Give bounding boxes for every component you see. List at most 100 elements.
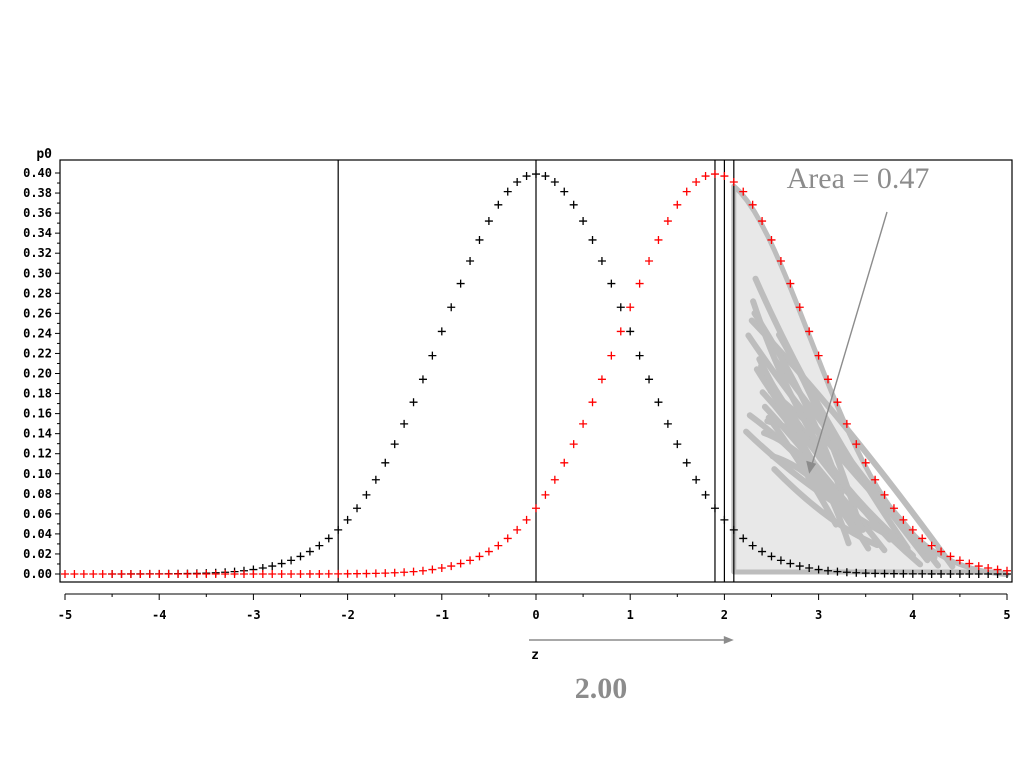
data-point xyxy=(955,569,964,578)
y-tick-label: 0.10 xyxy=(23,467,52,481)
data-point xyxy=(334,525,343,534)
x-tick-label: -4 xyxy=(152,608,166,622)
data-point xyxy=(927,569,936,578)
data-point xyxy=(635,351,644,360)
data-point xyxy=(673,200,682,209)
y-tick-label: 0.18 xyxy=(23,387,52,401)
data-point xyxy=(833,567,842,576)
shading-stroke xyxy=(753,366,899,541)
data-point xyxy=(626,303,635,312)
data-point xyxy=(155,570,164,578)
y-tick-label: 0.16 xyxy=(23,407,52,421)
data-point xyxy=(974,562,983,571)
data-point xyxy=(400,419,409,428)
data-point xyxy=(663,217,672,226)
data-point xyxy=(579,419,588,428)
data-point xyxy=(852,440,861,449)
data-point xyxy=(532,170,540,179)
data-point xyxy=(635,279,644,288)
data-point xyxy=(965,569,974,578)
data-point xyxy=(560,458,569,467)
data-point xyxy=(277,559,286,568)
y-tick-label: 0.08 xyxy=(23,487,52,501)
series-group xyxy=(61,170,1011,578)
data-point xyxy=(739,187,748,196)
data-point xyxy=(955,556,964,565)
x-tick-label: 1 xyxy=(627,608,634,622)
y-tick-label: 0.02 xyxy=(23,547,52,561)
data-point xyxy=(192,570,201,578)
data-point xyxy=(305,569,314,578)
x-tick-label: 2 xyxy=(721,608,728,622)
data-point xyxy=(343,515,352,524)
annotations: Area = 0.47 2.00 xyxy=(575,162,930,705)
data-point xyxy=(682,458,691,467)
x-tick-label: 4 xyxy=(909,608,916,622)
area-annotation-arrowhead xyxy=(806,460,817,474)
data-point xyxy=(550,475,559,484)
data-point xyxy=(61,570,69,578)
data-point xyxy=(729,525,738,534)
shading-stroke xyxy=(769,453,857,533)
data-point xyxy=(965,559,974,568)
data-point xyxy=(239,569,248,578)
x-tick-label: -1 xyxy=(435,608,449,622)
data-point xyxy=(324,569,333,578)
shading-stroke xyxy=(772,357,931,564)
data-point xyxy=(937,547,946,556)
data-point xyxy=(268,562,277,571)
data-point xyxy=(937,569,946,578)
data-point xyxy=(739,534,748,543)
data-point xyxy=(626,327,635,336)
data-point xyxy=(315,541,324,550)
data-point xyxy=(776,556,785,565)
shading-stroke xyxy=(752,275,911,552)
y-tick-label: 0.22 xyxy=(23,346,52,360)
x-tick-label: -3 xyxy=(246,608,260,622)
data-point xyxy=(522,515,531,524)
data-point xyxy=(296,569,305,578)
y-axis: 0.00 0.02 0.04 0.06 0.08 0.10 0.12 0.14 0.16 0.18… xyxy=(23,166,60,581)
data-point xyxy=(927,541,936,550)
data-point xyxy=(729,177,738,186)
data-point xyxy=(437,327,446,336)
data-point xyxy=(710,504,719,513)
data-point xyxy=(202,570,211,578)
y-tick-label: 0.20 xyxy=(23,367,52,381)
data-point xyxy=(795,303,804,312)
data-point xyxy=(174,570,183,578)
series-red xyxy=(61,170,1011,578)
data-point xyxy=(908,569,917,578)
data-point xyxy=(852,568,861,577)
data-point xyxy=(466,256,475,265)
data-point xyxy=(371,569,380,578)
data-point xyxy=(70,570,79,578)
data-point xyxy=(758,547,767,556)
data-point xyxy=(833,398,842,407)
data-point xyxy=(428,565,437,574)
data-point xyxy=(984,564,993,573)
data-point xyxy=(645,375,654,384)
data-point xyxy=(607,279,616,288)
y-tick-label: 0.40 xyxy=(23,166,52,180)
data-point xyxy=(767,552,776,561)
data-point xyxy=(353,504,362,513)
y-tick-label: 0.36 xyxy=(23,206,52,220)
data-point xyxy=(1003,566,1011,575)
data-point xyxy=(409,398,418,407)
data-point xyxy=(484,217,493,226)
y-tick-label: 0.00 xyxy=(23,567,52,581)
y-tick-label: 0.28 xyxy=(23,286,52,300)
data-point xyxy=(362,490,371,499)
y-tick-label: 0.06 xyxy=(23,507,52,521)
data-point xyxy=(814,565,823,574)
data-point xyxy=(211,570,220,578)
data-point xyxy=(663,419,672,428)
data-point xyxy=(362,569,371,578)
data-point xyxy=(824,375,833,384)
shading-stroke xyxy=(750,298,893,543)
y-tick-label: 0.04 xyxy=(23,527,52,541)
data-point xyxy=(249,569,258,578)
data-point xyxy=(475,552,484,561)
data-point xyxy=(334,569,343,578)
